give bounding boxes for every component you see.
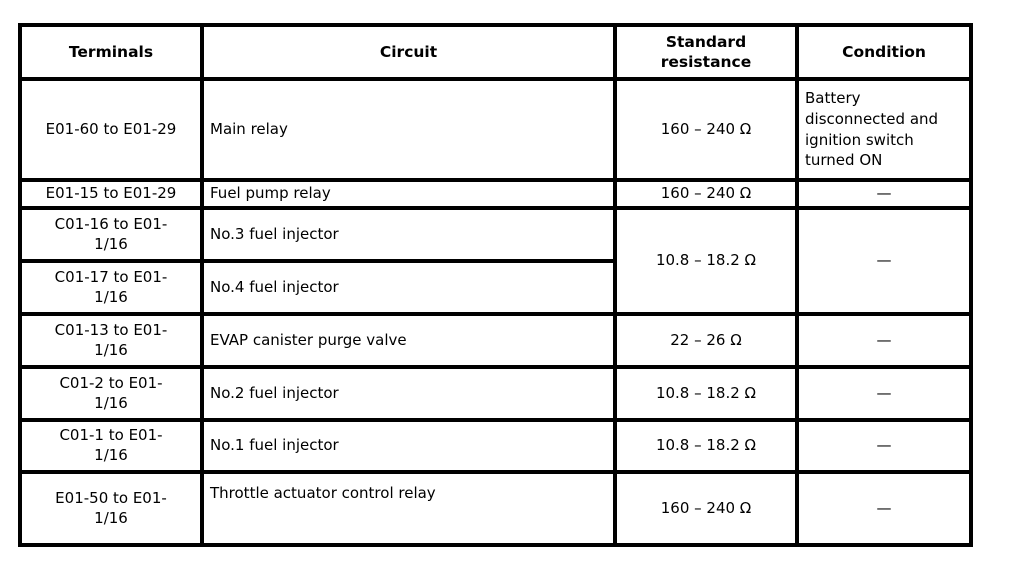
cell-terminals: C01-17 to E01- 1/16 [18, 259, 204, 316]
header-row: Terminals Circuit Standard resistance Co… [18, 23, 973, 81]
cell-resistance-merged: 10.8 – 18.2 Ω [613, 206, 799, 316]
cell-terminals: C01-2 to E01- 1/16 [18, 365, 204, 422]
cell-condition: — [795, 418, 973, 474]
table-row-no3-fuel-injector: C01-16 to E01- 1/16 No.3 fuel injector 1… [18, 206, 973, 316]
cell-resistance: 10.8 – 18.2 Ω [613, 418, 799, 474]
cell-condition: — [795, 470, 973, 547]
header-condition: Condition [795, 23, 973, 81]
terminal-resistance-table: Terminals Circuit Standard resistance Co… [18, 23, 973, 547]
cell-terminals: E01-15 to E01-29 [18, 178, 204, 210]
table-row-no1-fuel-injector: C01-1 to E01- 1/16 No.1 fuel injector 10… [18, 418, 973, 474]
table-row-fuel-pump-relay: E01-15 to E01-29 Fuel pump relay 160 – 2… [18, 178, 973, 210]
cell-terminals: C01-13 to E01- 1/16 [18, 312, 204, 369]
header-terminals: Terminals [18, 23, 204, 81]
table-row-no2-fuel-injector: C01-2 to E01- 1/16 No.2 fuel injector 10… [18, 365, 973, 422]
cell-resistance: 160 – 240 Ω [613, 470, 799, 547]
cell-resistance: 22 – 26 Ω [613, 312, 799, 369]
table-header: Terminals Circuit Standard resistance Co… [18, 23, 973, 81]
cell-terminals: E01-60 to E01-29 [18, 77, 204, 182]
cell-condition: — [795, 178, 973, 210]
cell-circuit: No.3 fuel injector [200, 206, 617, 263]
cell-circuit: Fuel pump relay [200, 178, 617, 210]
table-body: E01-60 to E01-29 Main relay 160 – 240 Ω … [18, 77, 973, 547]
cell-resistance: 160 – 240 Ω [613, 77, 799, 182]
cell-resistance: 160 – 240 Ω [613, 178, 799, 210]
table-row-no4-fuel-injector: C01-17 to E01- 1/16 No.4 fuel injector [18, 259, 971, 316]
header-standard-resistance: Standard resistance [613, 23, 799, 81]
cell-resistance: 10.8 – 18.2 Ω [613, 365, 799, 422]
cell-terminals: E01-50 to E01- 1/16 [18, 470, 204, 547]
cell-terminals: C01-16 to E01- 1/16 [18, 206, 204, 263]
cell-condition: — [795, 365, 973, 422]
cell-circuit: Main relay [200, 77, 617, 182]
table-row-evap-purge-valve: C01-13 to E01- 1/16 EVAP canister purge … [18, 312, 973, 369]
cell-condition: Battery disconnected and ignition switch… [795, 77, 973, 182]
cell-circuit: No.1 fuel injector [200, 418, 617, 474]
table-row-main-relay: E01-60 to E01-29 Main relay 160 – 240 Ω … [18, 77, 973, 182]
cell-circuit: Throttle actuator control relay [200, 470, 617, 547]
header-circuit: Circuit [200, 23, 617, 81]
cell-terminals: C01-1 to E01- 1/16 [18, 418, 204, 474]
cell-condition-merged: — [795, 206, 973, 316]
cell-circuit: No.2 fuel injector [200, 365, 617, 422]
cell-circuit: No.4 fuel injector [200, 259, 617, 316]
cell-circuit: EVAP canister purge valve [200, 312, 617, 369]
table-row-throttle-actuator-relay: E01-50 to E01- 1/16 Throttle actuator co… [18, 470, 973, 547]
cell-condition: — [795, 312, 973, 369]
